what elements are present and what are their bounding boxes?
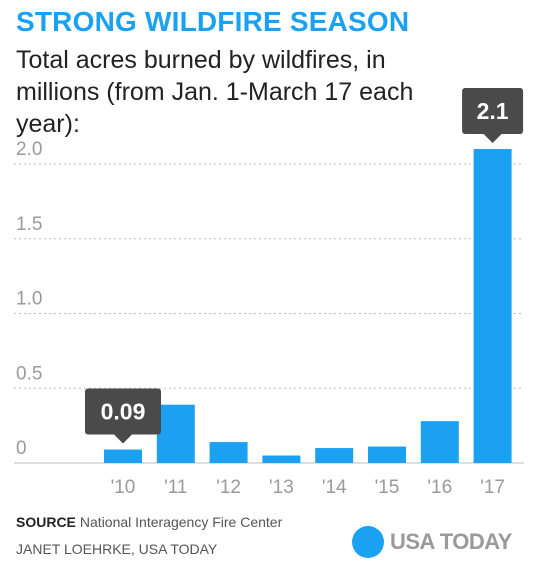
callout-pointer bbox=[483, 134, 502, 144]
bar bbox=[315, 448, 354, 463]
x-tick-label: '17 bbox=[480, 477, 505, 498]
x-tick-label: '16 bbox=[427, 477, 452, 498]
y-tick-label: 1.5 bbox=[16, 214, 42, 235]
callout-value-label: 2.1 bbox=[477, 98, 509, 124]
y-tick-label: 0 bbox=[16, 438, 27, 459]
bar bbox=[104, 449, 142, 463]
logo-text: USA TODAY bbox=[390, 529, 512, 554]
bar-chart: 0 0.5 1.0 1.5 2.0 '10 '11 '12 '13 '14 '15 '16 '17 0.… bbox=[14, 88, 524, 498]
bar bbox=[420, 421, 459, 463]
usa-today-logo: USA TODAY bbox=[352, 526, 532, 558]
source-text: National Interagency Fire Center bbox=[79, 514, 283, 530]
value-callout: 0.09 bbox=[85, 388, 161, 444]
x-tick-label: '14 bbox=[322, 477, 347, 498]
x-tick-label: '10 bbox=[111, 477, 136, 498]
value-callout: 2.1 bbox=[462, 88, 524, 144]
chart-title: STRONG WILDFIRE SEASON bbox=[16, 6, 410, 37]
bar bbox=[473, 149, 512, 464]
callout-box bbox=[85, 388, 161, 435]
source-line: SOURCE National Interagency Fire Center bbox=[16, 514, 282, 530]
bar bbox=[209, 442, 248, 463]
callout-box bbox=[462, 88, 524, 135]
bar bbox=[156, 404, 195, 463]
callout-value-label: 0.09 bbox=[101, 399, 146, 425]
x-tick-label: '13 bbox=[269, 477, 294, 498]
chart-subtitle: Total acres burned by wildfires, in mill… bbox=[16, 46, 414, 138]
callout-pointer bbox=[114, 434, 132, 444]
blue-circle-icon bbox=[352, 526, 384, 558]
x-tick-label: '15 bbox=[375, 477, 400, 498]
x-tick-label: '11 bbox=[164, 477, 187, 498]
bar bbox=[262, 455, 301, 463]
x-tick-label: '12 bbox=[216, 477, 241, 498]
y-tick-label: 2.0 bbox=[16, 139, 42, 160]
y-tick-label: 1.0 bbox=[16, 289, 42, 310]
credit-line: JANET LOEHRKE, USA TODAY bbox=[16, 541, 218, 557]
source-label: SOURCE bbox=[16, 514, 76, 530]
y-tick-label: 0.5 bbox=[16, 363, 42, 384]
bar bbox=[368, 446, 406, 463]
